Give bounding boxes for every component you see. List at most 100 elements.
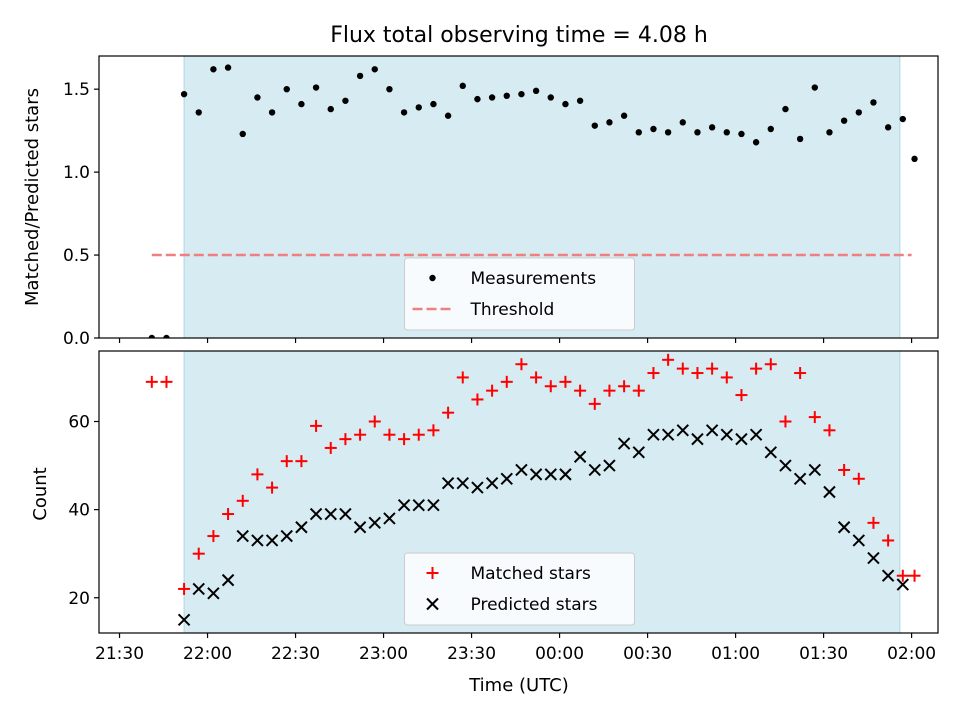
bottom-series-1-point	[485, 476, 499, 490]
bottom-series-1-point	[867, 551, 880, 565]
top-series-0-point	[268, 109, 276, 116]
bottom-series-1-point	[280, 529, 293, 543]
bottom-series-0-point	[486, 384, 499, 397]
top-ytick-label: 1.5	[63, 80, 90, 100]
bottom-series-0-point	[398, 433, 411, 446]
bottom-series-1-point	[749, 428, 763, 441]
bottom-series-0-point	[735, 389, 748, 402]
bottom-series-0-point	[266, 481, 279, 494]
bottom-series-0-point	[882, 534, 895, 547]
bottom-chart-ylabel: Count	[30, 467, 51, 520]
bottom-series-0-point	[794, 367, 807, 380]
bottom-xtick-label: 23:00	[359, 644, 408, 664]
bottom-xtick-label: 02:00	[887, 644, 936, 664]
top-series-0-point	[811, 84, 818, 91]
bottom-series-1-point	[632, 446, 645, 459]
top-legend: Measurements Threshold	[404, 257, 635, 331]
top-series-0-point	[342, 97, 349, 104]
bottom-series-0-point	[310, 419, 323, 432]
bottom-series-0-point	[750, 362, 763, 375]
top-series-0-point	[796, 135, 804, 143]
top-series-0-point	[298, 100, 305, 108]
top-series-0-point	[738, 130, 745, 138]
bottom-series-1-point	[559, 468, 572, 481]
top-ytick-label: 1.0	[63, 163, 90, 183]
bottom-series-1-point	[309, 507, 323, 521]
top-ytick-label: 0.0	[63, 329, 90, 349]
bottom-series-1-point	[295, 521, 308, 534]
bottom-series-1-point	[383, 512, 396, 525]
top-series-0-point	[532, 87, 540, 95]
bottom-series-0-point	[764, 358, 777, 371]
bottom-series-1-point	[676, 424, 689, 437]
top-series-0-point	[415, 104, 422, 111]
bottom-series-1-point	[368, 516, 381, 530]
bottom-series-1-point	[573, 450, 587, 463]
bottom-series-1-point	[808, 463, 821, 477]
top-legend-label: Measurements	[471, 269, 597, 289]
top-series-0-point	[371, 66, 378, 73]
bottom-series-1-point	[427, 499, 440, 512]
bottom-legend-handle	[426, 597, 439, 611]
bottom-series-1-point	[852, 534, 866, 547]
top-series-0-point	[591, 122, 598, 129]
bottom-series-1-point	[588, 463, 601, 477]
bottom-series-1-point	[515, 463, 528, 477]
bottom-series-0-point	[852, 472, 865, 485]
bottom-series-0-point	[676, 362, 689, 375]
top-series-0-point	[224, 64, 232, 71]
bottom-series-1-point	[764, 446, 777, 459]
bottom-series-0-point	[662, 353, 675, 366]
top-legend-handle	[429, 274, 436, 282]
bottom-series-0-point	[838, 463, 851, 476]
bottom-series-0-point	[354, 428, 367, 441]
top-plot-area: 0.0 0.5 1.0 1.5 Measurements Threshold	[63, 55, 939, 349]
top-series-0-point	[664, 129, 672, 136]
top-series-0-point	[884, 124, 892, 131]
top-legend-box	[404, 257, 635, 331]
top-legend-label: Threshold	[470, 300, 555, 320]
top-series-0-point	[444, 112, 452, 119]
bottom-series-0-point	[339, 433, 352, 446]
top-series-0-point	[723, 129, 730, 136]
bottom-series-0-point	[178, 582, 191, 595]
bottom-legend-label: Matched stars	[471, 564, 591, 584]
bottom-series-1-point	[471, 481, 484, 494]
bottom-xtick-label: 00:30	[623, 644, 672, 664]
top-series-0-point	[195, 109, 202, 116]
bottom-series-1-point	[837, 521, 851, 534]
bottom-plot-area: 20 40 60 21:30 22:00 22:30 23:00 23:30 00:00 00:3…	[68, 350, 939, 664]
bottom-xtick-label: 00:00	[535, 644, 584, 664]
top-axes-frame	[98, 55, 939, 339]
top-ytick-label: 0.5	[63, 246, 90, 266]
top-series-0-point	[694, 129, 701, 136]
bottom-series-0-point	[280, 455, 293, 468]
top-series-0-point	[459, 82, 466, 90]
top-series-0-point	[474, 95, 481, 103]
top-series-0-point	[767, 125, 774, 133]
bottom-series-0-point	[706, 362, 719, 375]
bottom-legend-handle	[426, 567, 439, 579]
bottom-xtick-label: 22:00	[183, 644, 232, 664]
bottom-series-1-point	[397, 499, 411, 512]
bottom-series-1-point	[705, 424, 719, 437]
bottom-series-0-point	[383, 428, 396, 441]
top-series-0-point	[312, 84, 320, 91]
top-series-0-point	[826, 129, 833, 136]
top-series-0-point	[400, 109, 408, 116]
bottom-legend-box	[404, 552, 635, 626]
bottom-series-0-point	[324, 441, 337, 454]
top-series-0-point	[386, 85, 393, 93]
top-series-0-point	[911, 155, 918, 163]
bottom-series-0-point	[145, 375, 158, 388]
bottom-series-1-point	[617, 437, 631, 450]
bottom-legend: Matched stars Predicted stars	[404, 552, 635, 626]
top-series-0-point	[562, 100, 569, 108]
top-series-0-point	[283, 85, 290, 93]
bottom-series-0-point	[530, 371, 543, 384]
bottom-series-1-point	[647, 428, 660, 441]
top-series-0-point	[899, 115, 906, 123]
bottom-series-0-point	[236, 494, 249, 507]
bottom-ytick-label: 60	[68, 413, 90, 433]
